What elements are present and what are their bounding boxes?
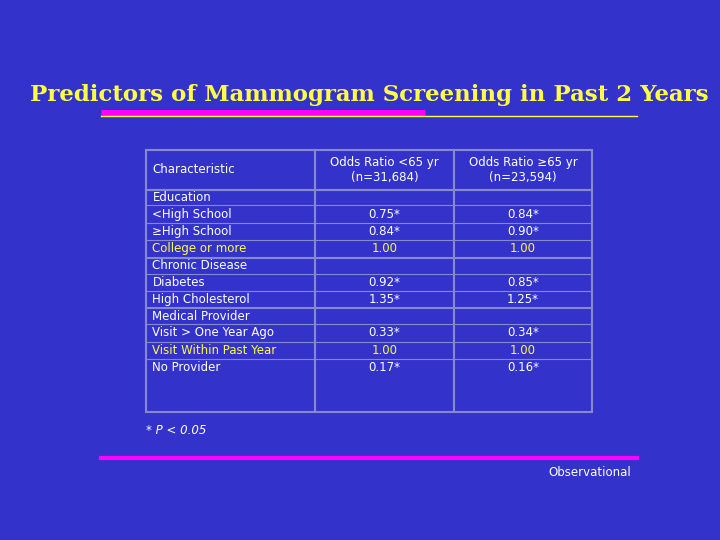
Text: Education: Education [153,191,211,204]
Text: Medical Provider: Medical Provider [153,310,251,323]
Text: 1.00: 1.00 [510,242,536,255]
Text: 0.34*: 0.34* [507,327,539,340]
Text: Diabetes: Diabetes [153,276,205,289]
Text: <High School: <High School [153,207,232,220]
Text: 1.00: 1.00 [372,344,397,357]
Text: High Cholesterol: High Cholesterol [153,293,251,306]
Text: Odds Ratio ≥65 yr
(n=23,594): Odds Ratio ≥65 yr (n=23,594) [469,156,577,184]
Text: Odds Ratio <65 yr
(n=31,684): Odds Ratio <65 yr (n=31,684) [330,156,439,184]
Text: 0.84*: 0.84* [507,207,539,220]
Text: 0.90*: 0.90* [507,225,539,238]
Text: 0.85*: 0.85* [507,276,539,289]
Text: Characteristic: Characteristic [153,163,235,176]
Text: 0.16*: 0.16* [507,361,539,374]
Text: 0.33*: 0.33* [369,327,400,340]
Text: Visit > One Year Ago: Visit > One Year Ago [153,327,274,340]
Text: Visit Within Past Year: Visit Within Past Year [153,344,276,357]
Text: 1.00: 1.00 [372,242,397,255]
Text: 1.25*: 1.25* [507,293,539,306]
Text: ≥High School: ≥High School [153,225,232,238]
Text: 0.17*: 0.17* [369,361,400,374]
Text: 0.75*: 0.75* [369,207,400,220]
Text: 1.35*: 1.35* [369,293,400,306]
Text: Predictors of Mammogram Screening in Past 2 Years: Predictors of Mammogram Screening in Pas… [30,84,708,105]
Text: 0.92*: 0.92* [369,276,400,289]
Text: College or more: College or more [153,242,247,255]
Text: Chronic Disease: Chronic Disease [153,259,248,272]
Text: * P < 0.05: * P < 0.05 [145,424,206,437]
Text: 1.00: 1.00 [510,344,536,357]
Text: Observational: Observational [549,466,631,479]
Text: 0.84*: 0.84* [369,225,400,238]
Text: No Provider: No Provider [153,361,221,374]
